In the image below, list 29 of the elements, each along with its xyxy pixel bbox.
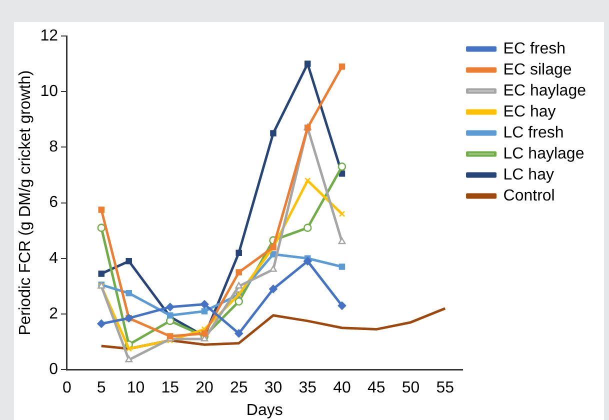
x-tick-label: 30 xyxy=(264,380,282,397)
x-tick-label: 5 xyxy=(96,380,106,397)
legend-label: LC haylage xyxy=(503,145,584,162)
y-tick-label: 4 xyxy=(49,250,58,267)
y-tick-label: 12 xyxy=(40,27,58,44)
x-tick-label: 40 xyxy=(333,380,351,397)
y-tick-label: 10 xyxy=(40,83,58,100)
y-tick-label: 8 xyxy=(49,138,58,156)
y-tick-label: 0 xyxy=(49,361,58,378)
legend-label: Control xyxy=(503,187,555,204)
x-axis-title: Days xyxy=(246,402,283,419)
legend-label: EC haylage xyxy=(503,82,586,100)
legend-label: EC silage xyxy=(503,61,572,78)
x-tick-label: 20 xyxy=(196,380,214,397)
y-tick-label: 6 xyxy=(49,194,58,212)
x-tick-label: 55 xyxy=(436,380,454,397)
legend-label: EC hay xyxy=(503,103,556,120)
x-tick-label: 0 xyxy=(62,380,72,397)
legend-label: LC hay xyxy=(503,166,554,184)
x-tick-label: 50 xyxy=(402,380,420,397)
legend-label: LC fresh xyxy=(503,124,564,142)
x-tick-label: 15 xyxy=(161,380,180,397)
y-tick-label: 2 xyxy=(49,305,58,322)
legend-label: EC fresh xyxy=(503,40,566,58)
x-tick-label: 25 xyxy=(230,380,248,397)
x-tick-label: 10 xyxy=(126,380,145,397)
x-tick-label: 45 xyxy=(367,380,386,397)
y-axis-title: Periodic FCR (g DM/g cricket growth) xyxy=(17,70,34,336)
x-tick-label: 35 xyxy=(298,380,317,397)
